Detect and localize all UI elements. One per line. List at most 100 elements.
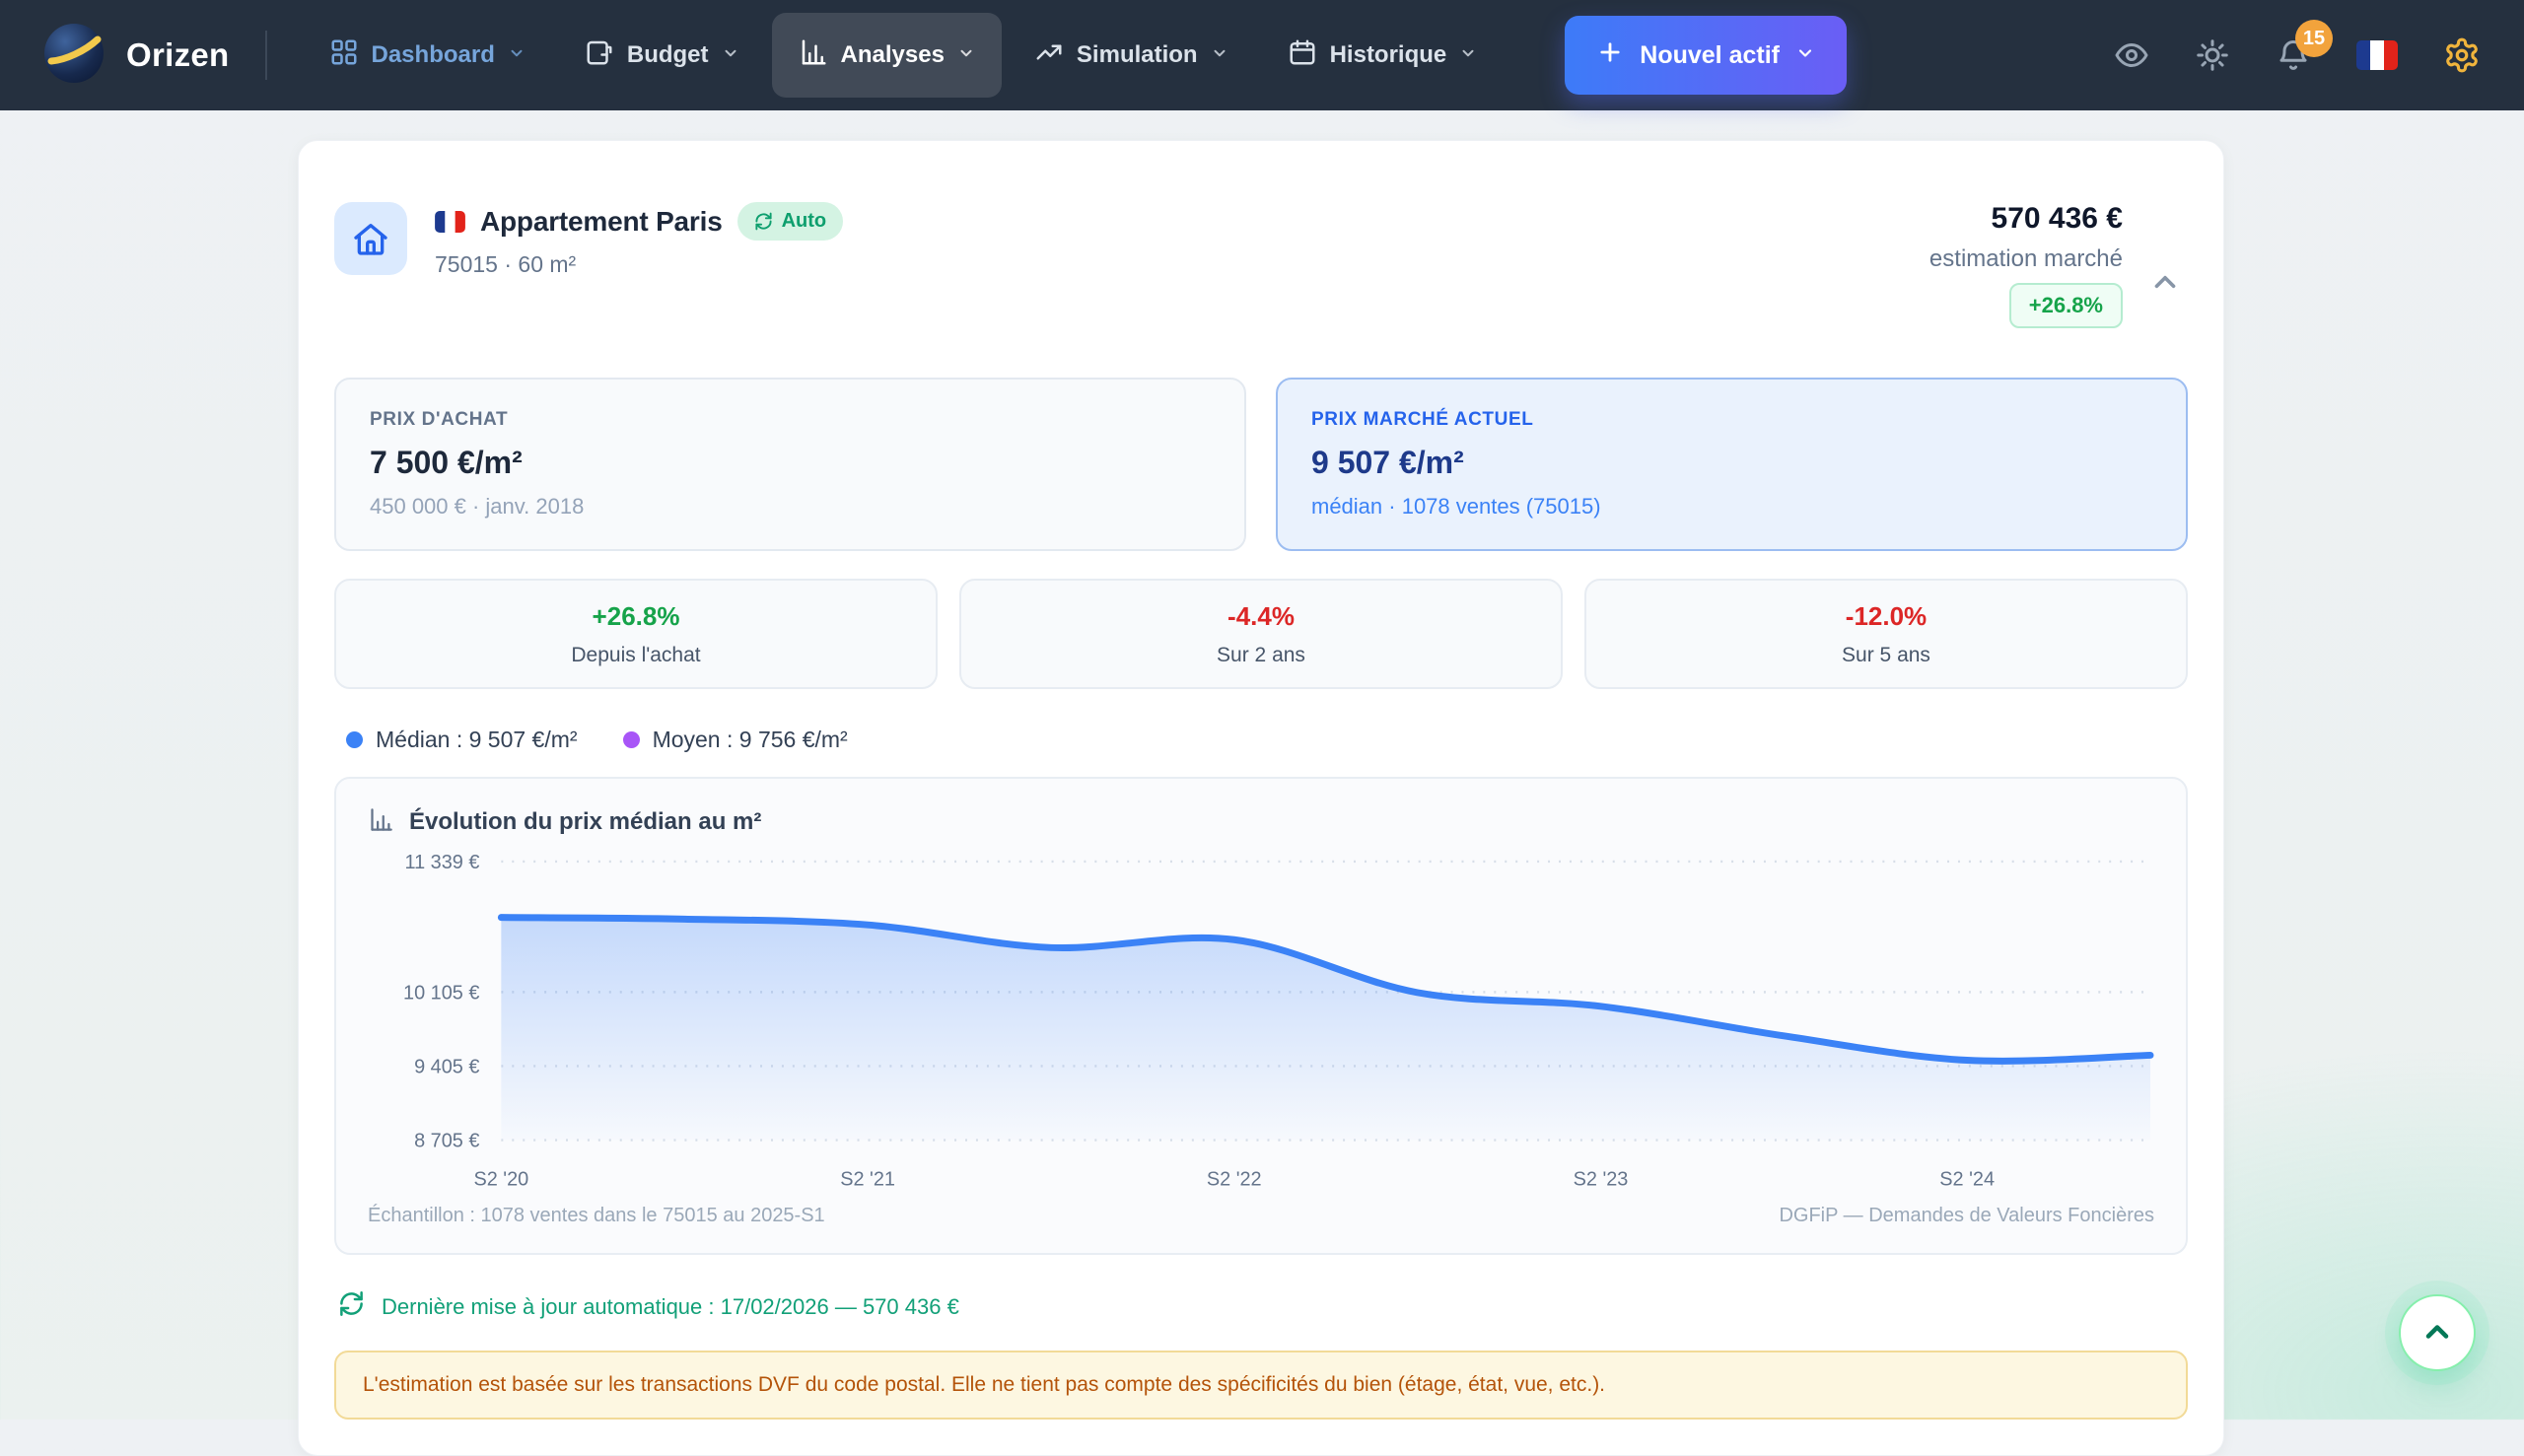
auto-badge-label: Auto [781, 210, 827, 232]
svg-text:9 405 €: 9 405 € [414, 1056, 479, 1077]
trending-up-icon [1034, 37, 1064, 74]
asset-subtitle: 75015 · 60 m² [435, 251, 577, 277]
language-flag-france-icon[interactable] [2356, 40, 2398, 70]
nav-item-analyses[interactable]: Analyses [771, 13, 1002, 98]
chevron-down-icon [1795, 41, 1815, 70]
chevron-down-icon [1211, 41, 1228, 69]
refresh-icon [338, 1290, 365, 1323]
navbar-right-icons: 15 [2114, 20, 2481, 74]
stat-2-years: -4.4% Sur 2 ans [959, 579, 1563, 689]
mean-dot-icon [622, 731, 640, 748]
legend-label-median: Médian : 9 507 €/m² [376, 727, 578, 752]
auto-update-note: Dernière mise à jour automatique : 17/02… [334, 1290, 2188, 1323]
scroll-to-top-button[interactable] [2399, 1294, 2476, 1371]
legend-item-median: Médian : 9 507 €/m² [346, 727, 578, 753]
auto-refresh-badge[interactable]: Auto [736, 202, 844, 241]
auto-update-text: Dernière mise à jour automatique : 17/02… [382, 1293, 959, 1319]
chevron-down-icon [508, 41, 526, 69]
nav-label-simulation: Simulation [1076, 41, 1198, 68]
purchase-price-label: PRIX D'ACHAT [370, 409, 509, 430]
market-price-value: 9 507 €/m² [1311, 445, 1464, 480]
notification-badge: 15 [2295, 20, 2333, 57]
asset-card: Appartement Paris Auto 75015 · 60 m² 570… [298, 140, 2224, 1456]
legend-item-mean: Moyen : 9 756 €/m² [622, 727, 848, 753]
market-price-label: PRIX MARCHÉ ACTUEL [1311, 409, 1534, 430]
legend-label-mean: Moyen : 9 756 €/m² [652, 727, 848, 752]
theme-sun-icon[interactable] [2195, 37, 2230, 73]
estimate-label: estimation marché [1928, 245, 2123, 272]
svg-text:S2 '22: S2 '22 [1207, 1168, 1262, 1190]
purchase-price-sub: 450 000 € · janv. 2018 [370, 494, 585, 519]
svg-text:11 339 €: 11 339 € [405, 852, 480, 873]
svg-text:S2 '24: S2 '24 [1939, 1168, 1995, 1190]
estimate-value: 570 436 € [1991, 202, 2123, 235]
chart-footer: Échantillon : 1078 ventes dans le 75015 … [364, 1203, 2158, 1237]
chevron-down-icon [957, 41, 975, 69]
chart-source-note: DGFiP — Demandes de Valeurs Foncières [1779, 1205, 2154, 1227]
bar-chart-icon [799, 37, 828, 74]
nav-label-analyses: Analyses [840, 41, 945, 68]
performance-stats-row: +26.8% Depuis l'achat -4.4% Sur 2 ans -1… [334, 579, 2188, 689]
nav-label-budget: Budget [626, 41, 709, 68]
chart-title: Évolution du prix médian au m² [409, 808, 762, 835]
purchase-price-value: 7 500 €/m² [370, 445, 523, 480]
stat-since-purchase: +26.8% Depuis l'achat [334, 579, 938, 689]
price-chart-svg: 11 339 € 10 105 € 9 405 € 8 705 € S2 '20 S2 '… [403, 852, 2154, 1190]
price-evolution-chart-card: Évolution du prix médian au m² 11 339 €1… [334, 777, 2188, 1256]
market-price-sub: médian · 1078 ventes (75015) [1311, 494, 1601, 519]
chevron-down-icon [1459, 41, 1477, 69]
nav-item-simulation[interactable]: Simulation [1008, 13, 1255, 98]
collapse-chevron-up-icon[interactable] [2148, 265, 2182, 299]
refresh-icon [755, 212, 772, 231]
calendar-icon [1288, 37, 1317, 74]
nav-item-budget[interactable]: Budget [558, 13, 766, 98]
new-asset-button[interactable]: Nouvel actif [1565, 16, 1847, 95]
market-price-card: PRIX MARCHÉ ACTUEL 9 507 €/m² médian · 1… [1276, 378, 2188, 551]
asset-head: Appartement Paris Auto 75015 · 60 m² [435, 202, 844, 278]
nav-item-dashboard[interactable]: Dashboard [303, 13, 552, 98]
asset-name: Appartement Paris [480, 205, 723, 237]
notifications-bell-icon[interactable]: 15 [2276, 20, 2333, 73]
svg-text:8 705 €: 8 705 € [414, 1130, 479, 1151]
estimate-block: 570 436 € estimation marché +26.8% [1929, 202, 2182, 328]
price-cards-row: PRIX D'ACHAT 7 500 €/m² 450 000 € · janv… [334, 378, 2188, 551]
stat-value: -12.0% [1845, 600, 1928, 631]
stat-value: +26.8% [592, 600, 680, 631]
nav-item-historique[interactable]: Historique [1261, 13, 1505, 98]
top-navbar: Orizen Dashboard Budget [0, 0, 2524, 110]
svg-text:S2 '21: S2 '21 [840, 1168, 895, 1190]
purchase-price-card: PRIX D'ACHAT 7 500 €/m² 450 000 € · janv… [334, 378, 1246, 551]
chevron-up-icon [2419, 1314, 2455, 1352]
chart-legend: Médian : 9 507 €/m² Moyen : 9 756 €/m² [334, 727, 2188, 753]
home-icon[interactable] [334, 202, 407, 275]
main-nav: Dashboard Budget Analyses [303, 13, 1505, 98]
plus-icon [1596, 38, 1624, 73]
privacy-eye-icon[interactable] [2114, 37, 2149, 73]
stat-label: Sur 5 ans [1842, 643, 1930, 666]
orizen-logo-icon [43, 23, 105, 89]
stat-label: Sur 2 ans [1217, 643, 1305, 666]
nav-label-historique: Historique [1329, 41, 1447, 68]
estimate-change-badge: +26.8% [2008, 283, 2123, 328]
asset-card-header: Appartement Paris Auto 75015 · 60 m² 570… [334, 178, 2188, 328]
nav-label-dashboard: Dashboard [371, 41, 495, 68]
chart-icon [368, 806, 394, 838]
svg-text:S2 '20: S2 '20 [473, 1168, 528, 1190]
dashboard-grid-icon [329, 37, 359, 74]
svg-text:10 105 €: 10 105 € [403, 982, 479, 1004]
brand-name: Orizen [126, 36, 230, 73]
svg-text:S2 '23: S2 '23 [1574, 1168, 1629, 1190]
settings-gear-icon[interactable] [2443, 36, 2481, 74]
median-dot-icon [346, 731, 363, 748]
chevron-down-icon [722, 41, 739, 69]
france-flag-icon [435, 210, 465, 233]
estimation-disclaimer: L'estimation est basée sur les transacti… [334, 1351, 2188, 1421]
chart-sample-note: Échantillon : 1078 ventes dans le 75015 … [368, 1205, 825, 1227]
stat-label: Depuis l'achat [571, 643, 701, 666]
stat-value: -4.4% [1227, 600, 1295, 631]
nav-divider [264, 31, 267, 80]
brand[interactable]: Orizen [43, 23, 230, 89]
new-asset-label: Nouvel actif [1640, 40, 1780, 69]
stat-5-years: -12.0% Sur 5 ans [1584, 579, 2188, 689]
wallet-icon [585, 37, 614, 74]
